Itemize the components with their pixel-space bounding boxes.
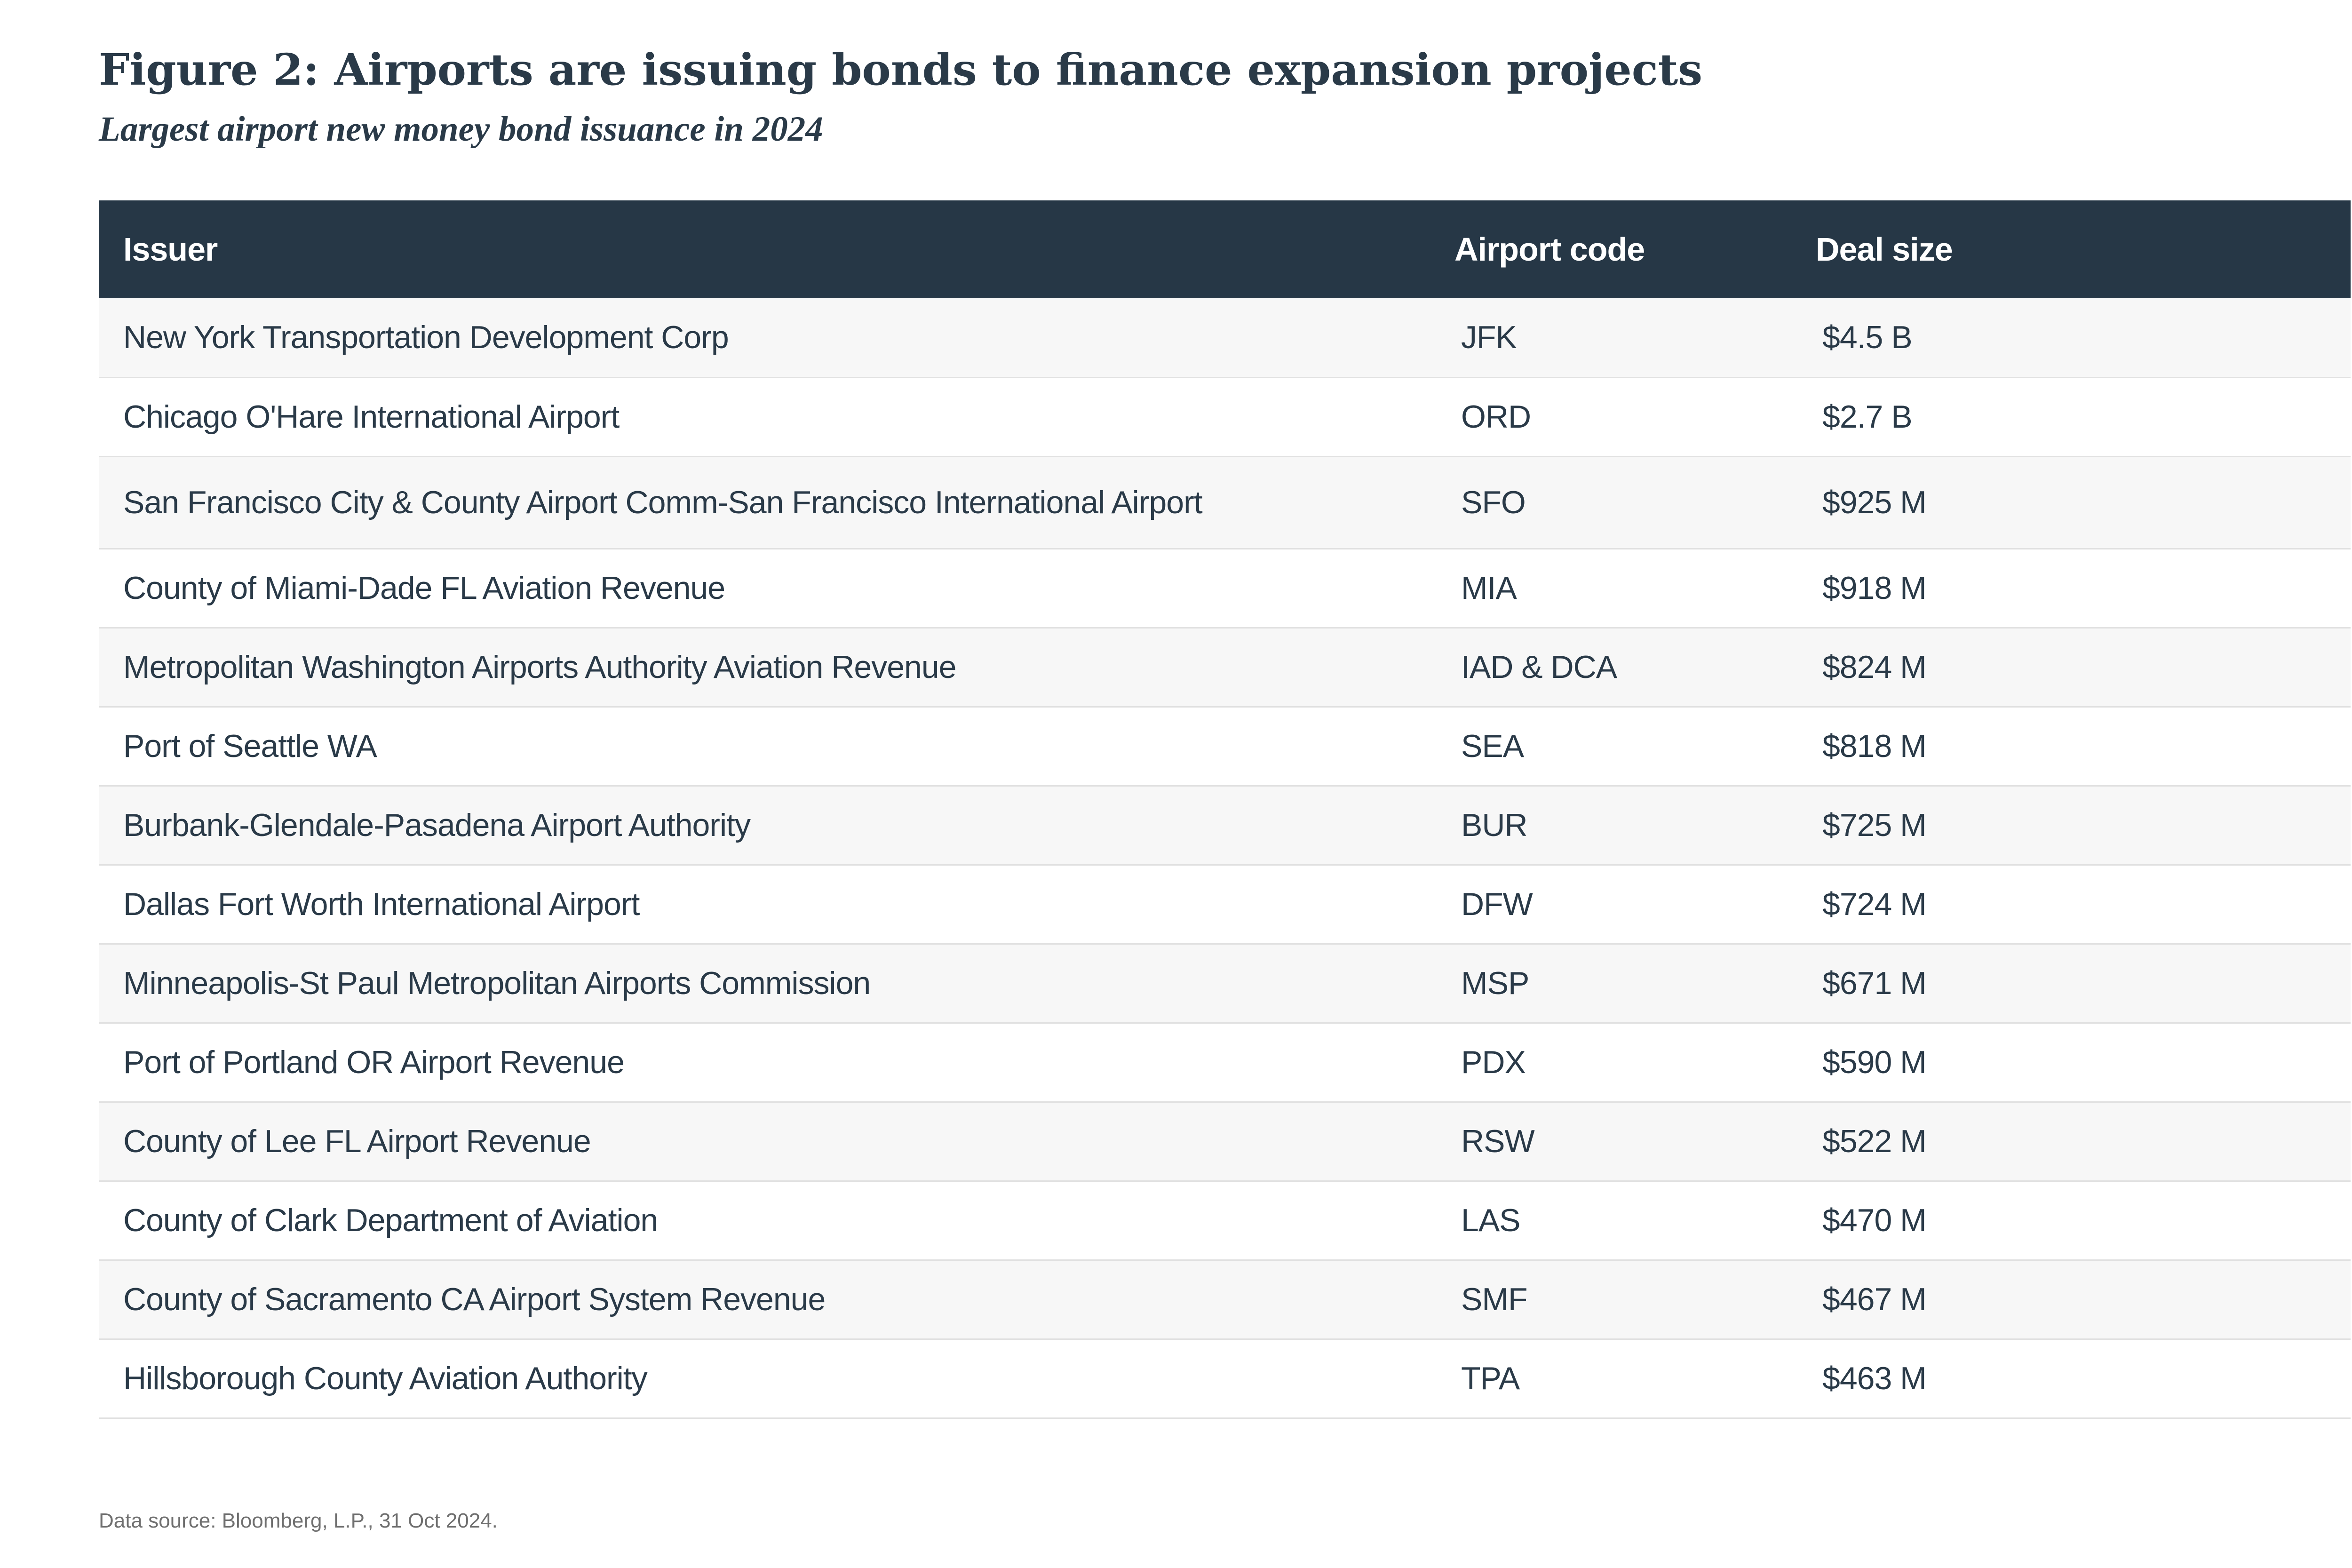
table-row: Hillsborough County Aviation Authority TP…: [99, 1339, 2351, 1418]
issuer-cell: County of Miami-Dade FL Aviation Revenue: [123, 570, 725, 606]
issuer-cell: Burbank-Glendale-Pasadena Airport Author…: [123, 807, 751, 843]
figure-title: Figure 2: Airports are issuing bonds to …: [99, 44, 1703, 95]
table-row: Metropolitan Washington Airports Authori…: [99, 628, 2351, 707]
issuer-cell: Dallas Fort Worth International Airport: [123, 886, 640, 922]
airport-code-cell: ORD: [1461, 399, 1531, 435]
column-header-issuer: Issuer: [123, 231, 218, 268]
issuer-cell: Chicago O'Hare International Airport: [123, 399, 620, 435]
deal-size-cell: $470 M: [1822, 1202, 1927, 1238]
table-row: Port of Portland OR Airport Revenue PDX $5…: [99, 1023, 2351, 1102]
table-row: Chicago O'Hare International Airport ORD $…: [99, 377, 2351, 456]
deal-size-cell: $724 M: [1822, 886, 1927, 922]
airport-code-cell: DFW: [1461, 886, 1533, 922]
airport-code-cell: RSW: [1461, 1123, 1535, 1159]
issuer-cell: Minneapolis-St Paul Metropolitan Airport…: [123, 965, 871, 1001]
deal-size-cell: $467 M: [1822, 1281, 1927, 1317]
deal-size-cell: $463 M: [1822, 1361, 1927, 1396]
issuer-cell: San Francisco City & County Airport Comm…: [123, 485, 1203, 520]
deal-size-cell: $925 M: [1822, 485, 1927, 520]
table-row: Minneapolis-St Paul Metropolitan Airport…: [99, 944, 2351, 1023]
table-row: Dallas Fort Worth International Airport D…: [99, 865, 2351, 944]
table-row: County of Clark Department of Aviation LA…: [99, 1181, 2351, 1260]
deal-size-cell: $4.5 B: [1822, 319, 1913, 356]
airport-code-cell: SEA: [1461, 728, 1524, 764]
deal-size-cell: $671 M: [1822, 965, 1927, 1001]
airport-code-cell: SMF: [1461, 1281, 1528, 1317]
airport-code-cell: PDX: [1461, 1044, 1526, 1080]
airport-code-cell: MIA: [1461, 570, 1517, 606]
table-row: Port of Seattle WA SEA $818 M: [99, 707, 2351, 786]
deal-size-cell: $522 M: [1822, 1123, 1927, 1159]
deal-size-cell: $590 M: [1822, 1044, 1927, 1080]
column-header-deal-size: Deal size: [1816, 231, 1953, 268]
table-header-row: Issuer Airport code Deal size: [99, 200, 2351, 298]
table-row: New York Transportation Development Corp…: [99, 298, 2351, 377]
issuer-cell: Port of Seattle WA: [123, 728, 377, 764]
deal-size-cell: $725 M: [1822, 807, 1927, 843]
table-row: San Francisco City & County Airport Comm…: [99, 456, 2351, 549]
airport-code-cell: MSP: [1461, 965, 1529, 1001]
airport-code-cell: IAD & DCA: [1461, 649, 1617, 685]
figure: Figure 2: Airports are issuing bonds to …: [99, 0, 2351, 1568]
deal-size-cell: $818 M: [1822, 728, 1927, 764]
deal-size-cell: $824 M: [1822, 649, 1927, 685]
issuer-cell: New York Transportation Development Corp: [123, 319, 729, 356]
data-source-note: Data source: Bloomberg, L.P., 31 Oct 202…: [99, 1509, 498, 1532]
bond-issuance-table: Issuer Airport code Deal size New York T…: [99, 200, 2351, 1419]
deal-size-cell: $918 M: [1822, 570, 1927, 606]
table-row: Burbank-Glendale-Pasadena Airport Author…: [99, 786, 2351, 865]
table-body: New York Transportation Development Corp…: [99, 298, 2351, 1418]
deal-size-cell: $2.7 B: [1822, 399, 1913, 435]
issuer-cell: Hillsborough County Aviation Authority: [123, 1361, 648, 1396]
issuer-cell: County of Lee FL Airport Revenue: [123, 1123, 591, 1159]
issuer-cell: County of Sacramento CA Airport System R…: [123, 1281, 826, 1317]
figure-subtitle: Largest airport new money bond issuance …: [99, 110, 823, 149]
airport-code-cell: TPA: [1461, 1361, 1520, 1396]
table-row: County of Lee FL Airport Revenue RSW $522 …: [99, 1102, 2351, 1181]
table-row: County of Sacramento CA Airport System R…: [99, 1260, 2351, 1339]
table-header: Issuer Airport code Deal size: [99, 200, 2351, 298]
column-header-airport-code: Airport code: [1454, 231, 1645, 268]
airport-code-cell: SFO: [1461, 485, 1526, 520]
issuer-cell: Metropolitan Washington Airports Authori…: [123, 649, 957, 685]
issuer-cell: Port of Portland OR Airport Revenue: [123, 1044, 625, 1080]
issuer-cell: County of Clark Department of Aviation: [123, 1202, 658, 1238]
airport-code-cell: JFK: [1461, 319, 1517, 356]
airport-code-cell: BUR: [1461, 807, 1528, 843]
airport-code-cell: LAS: [1461, 1202, 1521, 1238]
table-row: County of Miami-Dade FL Aviation Revenue…: [99, 549, 2351, 628]
